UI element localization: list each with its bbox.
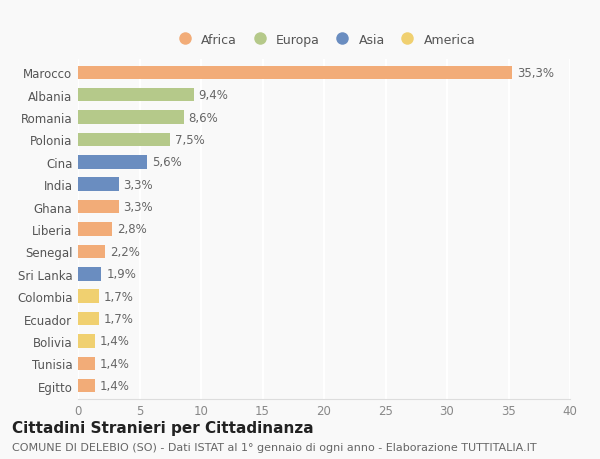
Text: 1,9%: 1,9% — [106, 268, 136, 280]
Bar — [78, 223, 112, 236]
Bar — [78, 290, 99, 303]
Bar — [78, 178, 119, 191]
Bar — [78, 111, 184, 124]
Text: 5,6%: 5,6% — [152, 156, 182, 169]
Text: 3,3%: 3,3% — [124, 201, 153, 213]
Text: 35,3%: 35,3% — [517, 67, 554, 79]
Bar — [78, 156, 147, 169]
Bar — [78, 268, 101, 281]
Text: 7,5%: 7,5% — [175, 134, 205, 146]
Legend: Africa, Europa, Asia, America: Africa, Europa, Asia, America — [173, 34, 475, 47]
Text: COMUNE DI DELEBIO (SO) - Dati ISTAT al 1° gennaio di ogni anno - Elaborazione TU: COMUNE DI DELEBIO (SO) - Dati ISTAT al 1… — [12, 442, 536, 452]
Bar — [78, 245, 105, 258]
Text: 3,3%: 3,3% — [124, 179, 153, 191]
Text: 1,7%: 1,7% — [104, 290, 134, 303]
Bar — [78, 89, 194, 102]
Text: 1,7%: 1,7% — [104, 313, 134, 325]
Text: 1,4%: 1,4% — [100, 380, 130, 392]
Bar — [78, 134, 170, 147]
Bar — [78, 312, 99, 325]
Text: 1,4%: 1,4% — [100, 335, 130, 348]
Bar — [78, 357, 95, 370]
Bar — [78, 335, 95, 348]
Bar — [78, 67, 512, 80]
Text: 1,4%: 1,4% — [100, 357, 130, 370]
Text: 8,6%: 8,6% — [188, 111, 218, 124]
Bar — [78, 379, 95, 392]
Text: 2,8%: 2,8% — [118, 223, 147, 236]
Text: Cittadini Stranieri per Cittadinanza: Cittadini Stranieri per Cittadinanza — [12, 420, 314, 435]
Text: 2,2%: 2,2% — [110, 246, 140, 258]
Bar — [78, 201, 119, 214]
Text: 9,4%: 9,4% — [199, 89, 229, 102]
